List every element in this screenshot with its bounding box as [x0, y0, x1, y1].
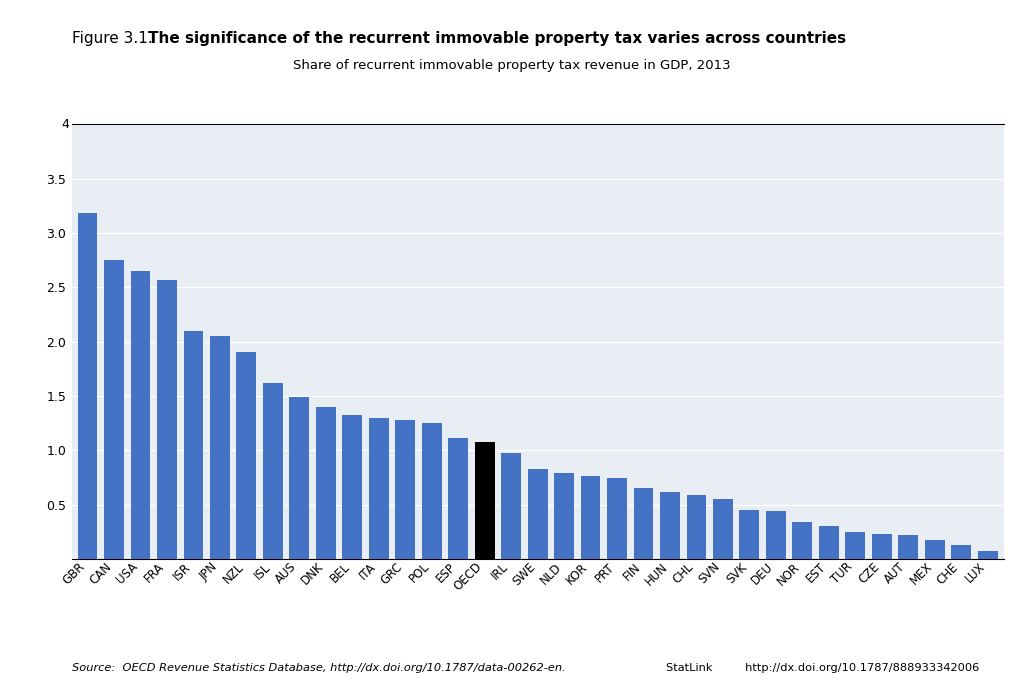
- Text: Figure 3.1.: Figure 3.1.: [72, 31, 162, 46]
- Bar: [871, 534, 892, 559]
- Text: 4: 4: [61, 118, 69, 130]
- Bar: [342, 415, 362, 559]
- Bar: [951, 545, 971, 559]
- Bar: [898, 535, 919, 559]
- Bar: [210, 336, 229, 559]
- Text: Source:  OECD Revenue Statistics Database, http://dx.doi.org/10.1787/data-00262-: Source: OECD Revenue Statistics Database…: [72, 663, 565, 673]
- Bar: [978, 551, 997, 559]
- Bar: [846, 532, 865, 559]
- Bar: [660, 491, 680, 559]
- Bar: [78, 213, 97, 559]
- Bar: [581, 476, 600, 559]
- Text: StatLink         http://dx.doi.org/10.1787/888933342006: StatLink http://dx.doi.org/10.1787/88893…: [666, 663, 979, 673]
- Bar: [634, 489, 653, 559]
- Text: The significance of the recurrent immovable property tax varies across countries: The significance of the recurrent immova…: [148, 31, 847, 46]
- Bar: [766, 511, 785, 559]
- Bar: [315, 406, 336, 559]
- Bar: [395, 420, 415, 559]
- Bar: [263, 383, 283, 559]
- Bar: [527, 469, 548, 559]
- Bar: [713, 499, 733, 559]
- Bar: [793, 522, 812, 559]
- Bar: [131, 271, 151, 559]
- Bar: [290, 397, 309, 559]
- Bar: [607, 478, 627, 559]
- Bar: [237, 353, 256, 559]
- Bar: [739, 510, 760, 559]
- Bar: [157, 279, 177, 559]
- Bar: [819, 526, 839, 559]
- Bar: [369, 417, 389, 559]
- Text: Share of recurrent immovable property tax revenue in GDP, 2013: Share of recurrent immovable property ta…: [293, 59, 731, 72]
- Bar: [183, 331, 204, 559]
- Bar: [686, 495, 707, 559]
- Bar: [104, 260, 124, 559]
- Bar: [925, 540, 944, 559]
- Bar: [554, 473, 574, 559]
- Bar: [422, 423, 441, 559]
- Bar: [501, 453, 521, 559]
- Bar: [449, 438, 468, 559]
- Bar: [475, 442, 495, 559]
